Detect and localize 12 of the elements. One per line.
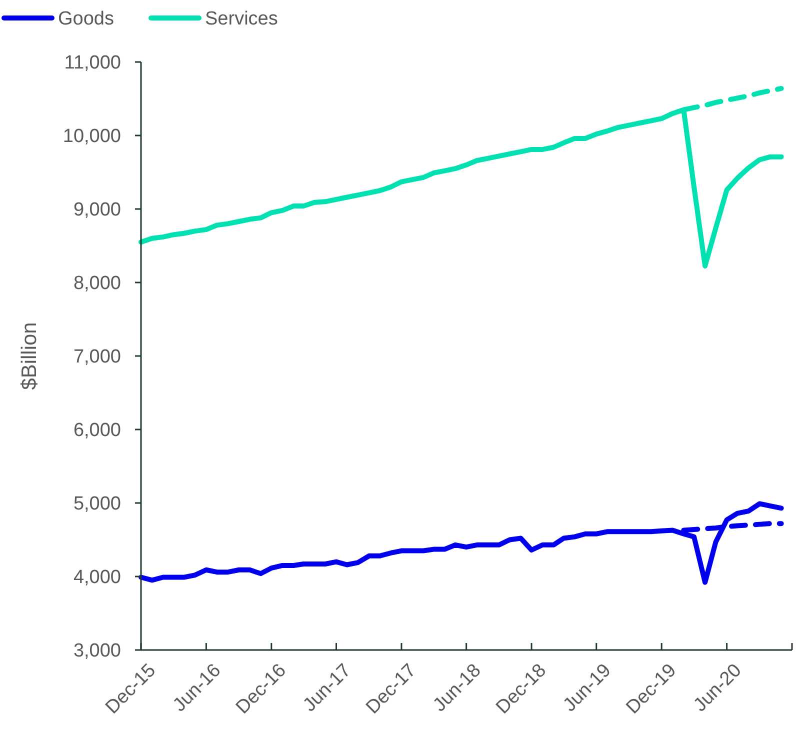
y-tick-label: 3,000 [73, 640, 121, 662]
y-tick-label: 10,000 [62, 126, 121, 148]
legend-label: Goods [58, 8, 114, 30]
y-axis-title: $Billion [18, 322, 41, 390]
y-tick-label: 9,000 [73, 200, 121, 221]
y-tick-label: 7,000 [73, 346, 121, 368]
y-tick-label: 8,000 [73, 273, 121, 294]
legend-label: Services [205, 8, 278, 30]
y-tick-label: 4,000 [73, 567, 121, 588]
y-tick-label: 5,000 [73, 494, 121, 515]
y-tick-label: 6,000 [73, 420, 121, 442]
y-tick-label: 11,000 [64, 52, 121, 74]
